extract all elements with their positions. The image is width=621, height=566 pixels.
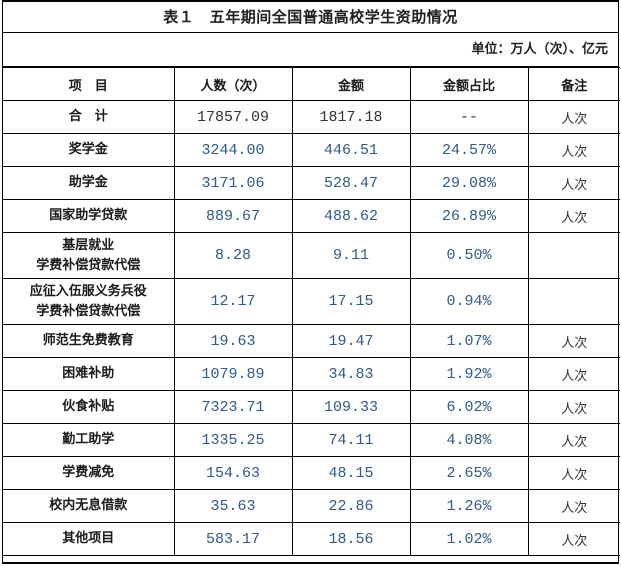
table-row: 学费减免 154.63 48.15 2.65% 人次 [3, 456, 620, 490]
share-cell: 4.08% [409, 423, 529, 457]
header-count: 人数（次） [173, 67, 293, 101]
note-cell [527, 278, 620, 325]
share-cell: 6.02% [409, 390, 529, 424]
amount-cell: 488.62 [291, 199, 411, 233]
note-cell: 人次 [527, 456, 620, 490]
note-cell: 人次 [527, 489, 620, 523]
count-cell: 1079.89 [173, 357, 293, 391]
item-name-line1: 应征入伍服义务兵役 [29, 283, 147, 299]
note-cell: 人次 [527, 100, 620, 134]
amount-cell: 9.11 [291, 232, 411, 279]
amount-cell: 34.83 [291, 357, 411, 391]
item-name-line1: 基层就业 [62, 237, 115, 253]
table-row: 校内无息借款 35.63 22.86 1.26% 人次 [3, 489, 620, 523]
count-cell: 583.17 [173, 522, 293, 556]
note-cell: 人次 [527, 522, 620, 556]
share-cell: 24.57% [409, 133, 529, 167]
header-item: 项 目 [3, 67, 175, 101]
count-cell: 8.28 [173, 232, 293, 279]
count-cell: 1335.25 [173, 423, 293, 457]
count-cell: 12.17 [173, 278, 293, 325]
count-cell: 154.63 [173, 456, 293, 490]
amount-cell: 17.15 [291, 278, 411, 325]
note-cell: 人次 [527, 166, 620, 200]
item-name: 伙食补贴 [3, 390, 175, 424]
table-title: 表１ 五年期间全国普通高校学生资助情况 [3, 0, 618, 33]
item-name: 其他项目 [3, 522, 175, 556]
header-row: 项 目 人数（次） 金额 金额占比 备注 [3, 67, 620, 101]
amount-cell: 446.51 [291, 133, 411, 167]
share-cell: 1.07% [409, 324, 529, 358]
table-row: 国家助学贷款 889.67 488.62 26.89% 人次 [3, 199, 620, 233]
count-cell: 3244.00 [173, 133, 293, 167]
share-cell: -- [409, 100, 529, 134]
item-name-line2: 学费补偿贷款代偿 [36, 257, 141, 273]
amount-cell: 19.47 [291, 324, 411, 358]
share-cell: 0.50% [409, 232, 529, 279]
share-cell: 29.08% [409, 166, 529, 200]
note-cell: 人次 [527, 390, 620, 424]
note-cell: 人次 [527, 357, 620, 391]
share-cell: 1.26% [409, 489, 529, 523]
table-row: 应征入伍服义务兵役 学费补偿贷款代偿 12.17 17.15 0.94% [3, 278, 620, 325]
item-name: 勤工助学 [3, 423, 175, 457]
note-cell [527, 232, 620, 279]
item-name: 国家助学贷款 [3, 199, 175, 233]
count-cell: 19.63 [173, 324, 293, 358]
note-cell: 人次 [527, 133, 620, 167]
amount-cell: 22.86 [291, 489, 411, 523]
amount-cell: 74.11 [291, 423, 411, 457]
count-cell: 889.67 [173, 199, 293, 233]
share-cell: 1.92% [409, 357, 529, 391]
item-name: 基层就业 学费补偿贷款代偿 [3, 232, 175, 279]
item-name: 奖学金 [3, 133, 175, 167]
amount-cell: 18.56 [291, 522, 411, 556]
unit-note: 单位：万人（次）、亿元 [3, 33, 618, 67]
aid-table: 项 目 人数（次） 金额 金额占比 备注 合 计 17857.09 1817.1… [3, 67, 620, 556]
share-cell: 0.94% [409, 278, 529, 325]
share-cell: 26.89% [409, 199, 529, 233]
table-row: 师范生免费教育 19.63 19.47 1.07% 人次 [3, 324, 620, 358]
count-cell: 3171.06 [173, 166, 293, 200]
share-cell: 2.65% [409, 456, 529, 490]
header-note: 备注 [527, 67, 620, 101]
item-name: 校内无息借款 [3, 489, 175, 523]
item-name: 应征入伍服义务兵役 学费补偿贷款代偿 [3, 278, 175, 325]
note-cell: 人次 [527, 199, 620, 233]
item-name-line2: 学费补偿贷款代偿 [36, 303, 141, 319]
share-cell: 1.02% [409, 522, 529, 556]
header-share: 金额占比 [409, 67, 529, 101]
count-cell: 17857.09 [173, 100, 293, 134]
table-row: 困难补助 1079.89 34.83 1.92% 人次 [3, 357, 620, 391]
amount-cell: 109.33 [291, 390, 411, 424]
amount-cell: 1817.18 [291, 100, 411, 134]
count-cell: 35.63 [173, 489, 293, 523]
note-cell: 人次 [527, 324, 620, 358]
table-row: 助学金 3171.06 528.47 29.08% 人次 [3, 166, 620, 200]
table-row: 伙食补贴 7323.71 109.33 6.02% 人次 [3, 390, 620, 424]
table-row: 奖学金 3244.00 446.51 24.57% 人次 [3, 133, 620, 167]
header-amount: 金额 [291, 67, 411, 101]
amount-cell: 48.15 [291, 456, 411, 490]
table-row: 基层就业 学费补偿贷款代偿 8.28 9.11 0.50% [3, 232, 620, 279]
amount-cell: 528.47 [291, 166, 411, 200]
table-row: 合 计 17857.09 1817.18 -- 人次 [3, 100, 620, 134]
item-name: 学费减免 [3, 456, 175, 490]
count-cell: 7323.71 [173, 390, 293, 424]
table-row: 勤工助学 1335.25 74.11 4.08% 人次 [3, 423, 620, 457]
table-row: 其他项目 583.17 18.56 1.02% 人次 [3, 522, 620, 556]
note-cell: 人次 [527, 423, 620, 457]
item-name: 困难补助 [3, 357, 175, 391]
item-name: 师范生免费教育 [3, 324, 175, 358]
item-name: 合 计 [3, 100, 175, 134]
item-name: 助学金 [3, 166, 175, 200]
